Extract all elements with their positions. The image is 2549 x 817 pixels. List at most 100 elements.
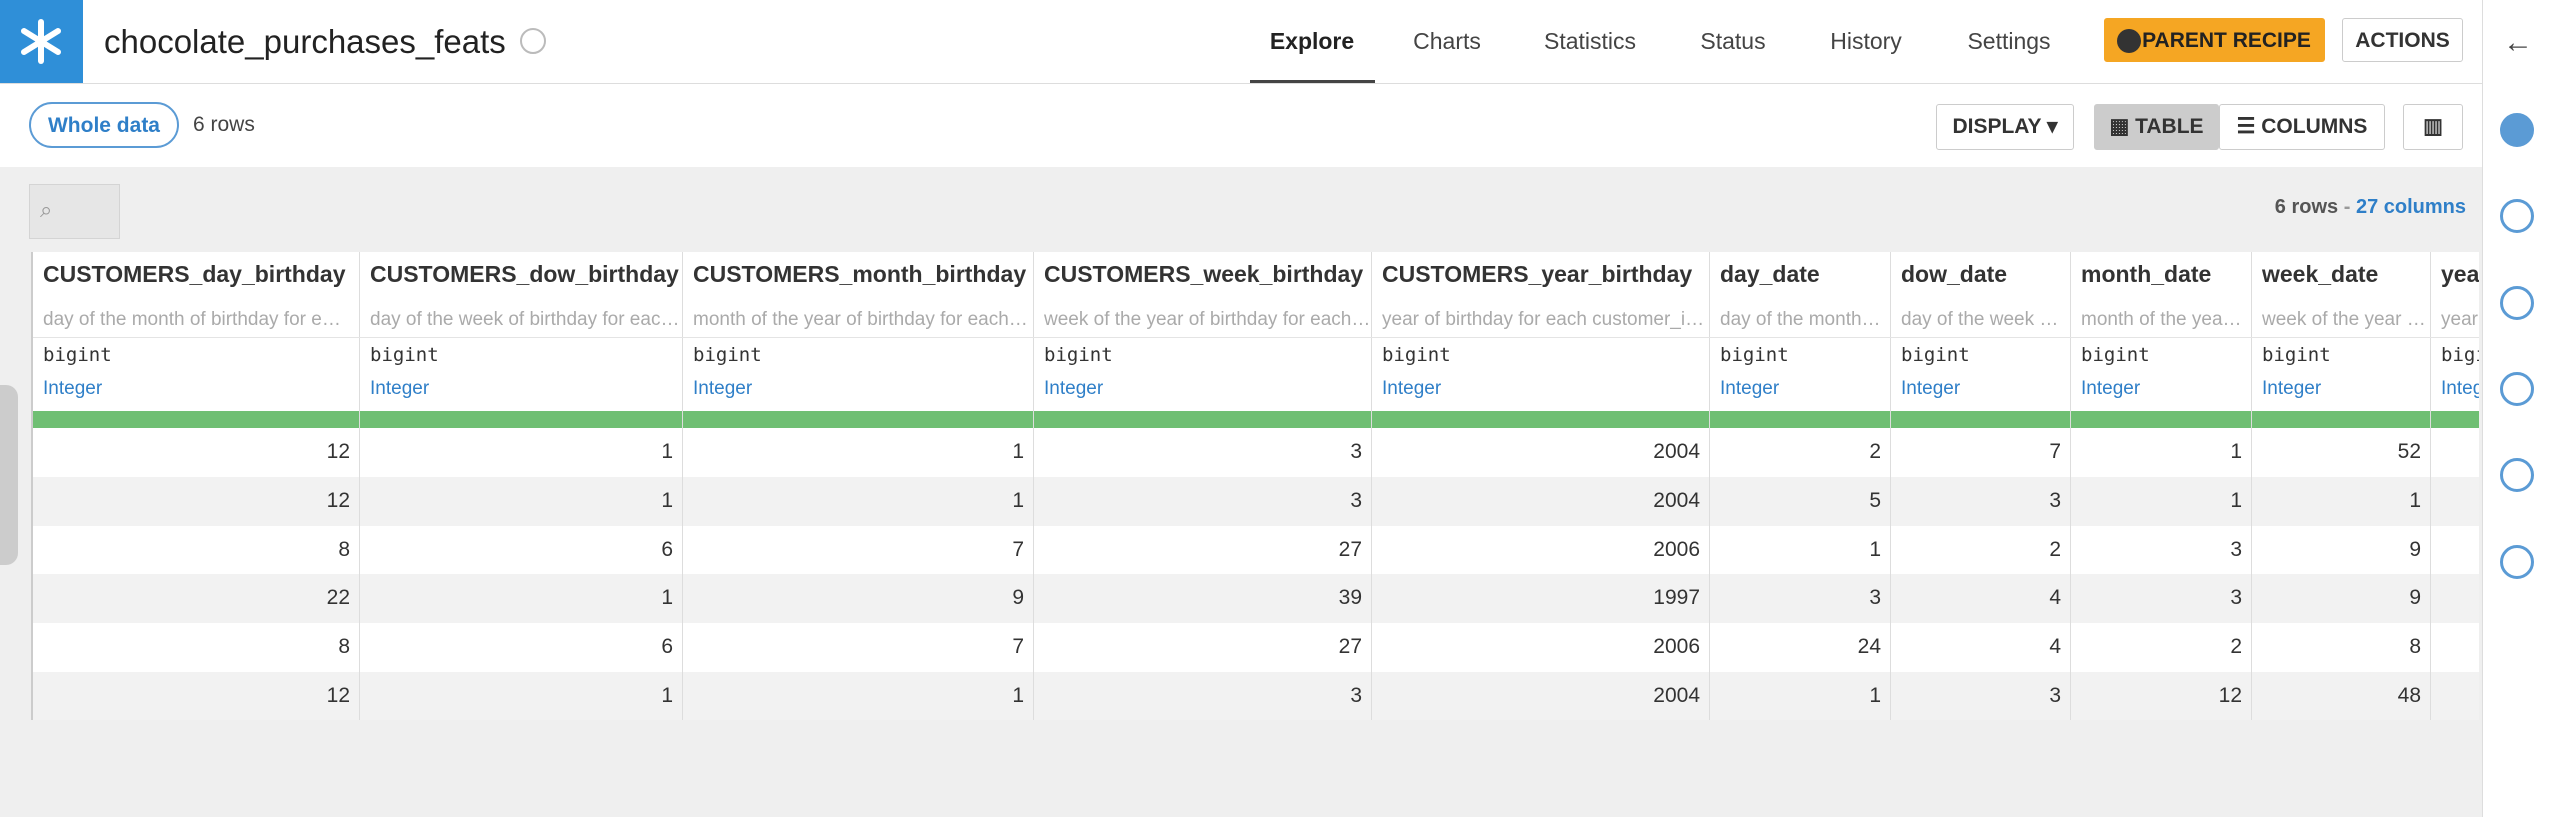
dataset-title: chocolate_purchases_feats bbox=[104, 23, 506, 60]
table-row bbox=[33, 525, 2479, 575]
label: PARENT RECIPE bbox=[2142, 29, 2311, 52]
table-cell: 52 bbox=[2397, 440, 2421, 463]
rows: 6 rows bbox=[2274, 196, 2339, 218]
column-name: week_date bbox=[2262, 261, 2379, 287]
lab-icon[interactable] bbox=[2500, 458, 2534, 492]
column-description: day of the week of birthday for eac… bbox=[370, 309, 680, 330]
column-name: year bbox=[2441, 261, 2479, 287]
table-cell: 12 bbox=[326, 440, 350, 463]
table-cell: 2006 bbox=[1653, 537, 1700, 561]
label: DISPLAY bbox=[1952, 115, 2042, 138]
table-cell: 12 bbox=[326, 488, 350, 512]
column-description: day of the month… bbox=[1720, 309, 1881, 330]
table-cell: 48 bbox=[2397, 683, 2421, 707]
search-box[interactable]: ⌕ bbox=[29, 184, 120, 239]
column-meaning: Integer bbox=[43, 378, 103, 399]
table-cell: 1 bbox=[661, 683, 673, 707]
column-meaning: Integer bbox=[2081, 378, 2141, 399]
column-divider bbox=[682, 252, 683, 720]
back-arrow[interactable]: ← bbox=[2503, 26, 2533, 59]
columns-view-button[interactable]: ☰ COLUMNS bbox=[2219, 104, 2385, 150]
nav-tab[interactable]: Explore bbox=[1269, 28, 1355, 54]
table-cell: 7 bbox=[1012, 537, 1024, 561]
table-cell: 2 bbox=[1869, 440, 1881, 463]
table-cell: 9 bbox=[2409, 586, 2421, 610]
column-meaning: Integer bbox=[693, 378, 753, 399]
chat-icon[interactable] bbox=[2500, 372, 2534, 406]
table-cell: 3 bbox=[1869, 586, 1881, 610]
column-description: year bbox=[2441, 309, 2478, 330]
table-cell: 2 bbox=[2230, 635, 2242, 658]
column-storage-type: bigint bbox=[693, 344, 762, 366]
column-name: CUSTOMERS_week_birthday bbox=[1044, 261, 1364, 287]
info-icon[interactable] bbox=[2500, 199, 2534, 233]
table-cell: 6 bbox=[661, 635, 673, 658]
column-name: CUSTOMERS_dow_birthday bbox=[370, 261, 679, 287]
recipe-icon bbox=[2117, 29, 2141, 53]
table-cell: 2 bbox=[2049, 537, 2061, 561]
table-cell: 8 bbox=[2409, 635, 2421, 658]
table-cell: 12 bbox=[326, 683, 350, 707]
table-cell: 7 bbox=[1012, 635, 1024, 658]
table-cell: 3 bbox=[1350, 683, 1362, 707]
table-row bbox=[33, 428, 2479, 477]
sample-pill[interactable]: Whole data bbox=[29, 102, 179, 148]
column-description: day of the month of birthday for e… bbox=[43, 309, 341, 330]
display-button[interactable]: DISPLAY ▾ bbox=[1936, 104, 2074, 150]
column-divider bbox=[2430, 252, 2431, 720]
table-view-button[interactable]: ▦ TABLE bbox=[2094, 104, 2219, 150]
table-cell: 3 bbox=[2049, 683, 2061, 707]
table-row bbox=[33, 476, 2479, 526]
table-cell: 7 bbox=[2049, 440, 2061, 463]
table-cell: 1 bbox=[661, 440, 673, 463]
sep: - bbox=[2343, 196, 2351, 218]
column-storage-type: bigint bbox=[1720, 344, 1789, 366]
table-row bbox=[33, 671, 2479, 720]
table-cell: 1 bbox=[1012, 440, 1024, 463]
nav-tab[interactable]: Status bbox=[1700, 28, 1766, 54]
table-cell: 22 bbox=[326, 586, 350, 610]
column-storage-type: bigint bbox=[1901, 344, 1970, 366]
list-icon[interactable] bbox=[2500, 286, 2534, 320]
table-cell: 1 bbox=[661, 586, 673, 610]
summary: 6 rows - 27 columns bbox=[2275, 196, 2466, 219]
parent-recipe-button[interactable]: PARENT RECIPE bbox=[2104, 18, 2325, 62]
nav-tab[interactable]: Settings bbox=[1967, 28, 2051, 54]
table-cell: 2004 bbox=[1653, 488, 1700, 512]
actions-button[interactable]: ACTIONS bbox=[2342, 18, 2463, 62]
logo-icon bbox=[21, 19, 61, 64]
column-divider bbox=[1033, 252, 1034, 720]
table-cell: 3 bbox=[2049, 488, 2061, 512]
column-divider bbox=[1709, 252, 1710, 720]
table-cell: 1 bbox=[2230, 488, 2242, 512]
add-icon[interactable] bbox=[2500, 113, 2534, 147]
table-cell: 3 bbox=[1350, 488, 1362, 512]
column-divider bbox=[2070, 252, 2071, 720]
table-cell: 9 bbox=[2409, 537, 2421, 561]
nav-tab[interactable]: Charts bbox=[1413, 28, 1481, 54]
nav-tab[interactable]: History bbox=[1830, 28, 1902, 54]
logo[interactable] bbox=[0, 0, 83, 83]
panel-handle[interactable] bbox=[0, 385, 18, 565]
column-storage-type: bigint bbox=[2262, 344, 2331, 366]
columns: 27 columns bbox=[2355, 196, 2466, 218]
history-icon[interactable] bbox=[2500, 545, 2534, 579]
table-cell: 3 bbox=[2230, 537, 2242, 561]
column-divider bbox=[1371, 252, 1372, 720]
sync-icon[interactable] bbox=[520, 28, 546, 54]
table-cell: 1 bbox=[1012, 488, 1024, 512]
column-storage-type: bigint bbox=[43, 344, 112, 366]
column-name: month_date bbox=[2081, 261, 2212, 287]
column-meaning: Integer bbox=[370, 378, 430, 399]
table-cell: 8 bbox=[338, 537, 350, 561]
column-meaning: Integer bbox=[1044, 378, 1104, 399]
table-cell: 1 bbox=[1012, 683, 1024, 707]
chart-button[interactable]: ▥ bbox=[2403, 104, 2463, 150]
label: COLUMNS bbox=[2261, 115, 2368, 138]
nav-tab[interactable]: Statistics bbox=[1543, 28, 1637, 54]
column-meaning: Integer bbox=[1382, 378, 1442, 399]
table-cell: 2004 bbox=[1653, 683, 1700, 707]
column-storage-type: bigint bbox=[1044, 344, 1113, 366]
table-cell: 12 bbox=[2218, 683, 2242, 707]
